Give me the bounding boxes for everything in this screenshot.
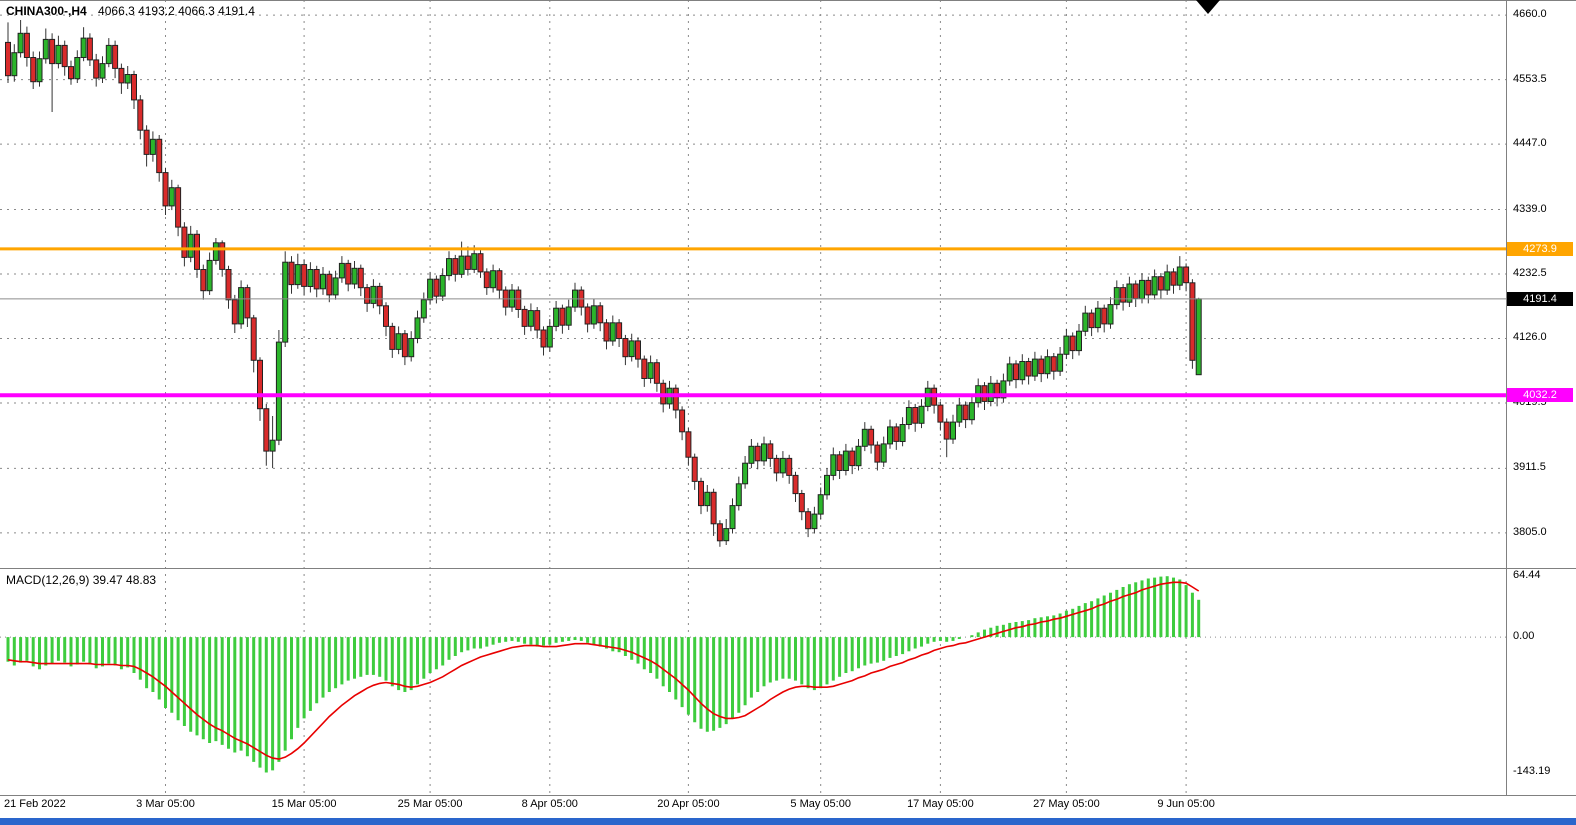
time-axis-label: 5 May 05:00 [790,798,851,810]
macd-signal-line [7,581,1200,760]
chart-header: CHINA300-,H4 4066.3 4193.2 4066.3 4191.4 [6,4,255,18]
mouse-cursor [1196,0,1220,14]
time-axis-label: 8 Apr 05:00 [521,798,578,810]
price-tag: 4191.4 [1507,291,1573,306]
price-axis-label: 4660.0 [1513,8,1547,21]
time-axis-label: 21 Feb 2022 [4,798,66,810]
macd-axis-label: 64.44 [1513,569,1541,582]
price-axis-label: 4339.0 [1513,202,1547,215]
time-axis-label: 25 Mar 05:00 [397,798,463,810]
grid-layer [0,0,1506,795]
taskbar-strip [0,818,1576,825]
symbol-timeframe: CHINA300-,H4 [6,4,87,18]
price-axis-label: 3911.5 [1513,461,1546,474]
price-axis-label: 4232.5 [1513,267,1547,279]
macd-axis-label: -143.19 [1513,765,1551,778]
ohlc-readout: 4066.3 4193.2 4066.3 4191.4 [98,4,255,18]
price-tag: 4032.2 [1507,388,1573,403]
time-axis: 21 Feb 2022 3 Mar 05:00 15 Mar 05:00 25 Mar… [0,798,1506,816]
price-axis-label: 4126.0 [1513,331,1547,344]
right-axis: 4660.04553.54447.04339.04232.54126.04019… [1506,0,1576,796]
time-axis-label: 9 Jun 05:00 [1157,798,1215,810]
time-axis-label: 15 Mar 05:00 [271,798,337,810]
macd-histogram [6,576,1201,773]
time-axis-label: 20 Apr 05:00 [657,798,720,810]
indicator-label: MACD(12,26,9) 39.47 48.83 [6,573,157,587]
time-axis-label: 3 Mar 05:00 [136,798,195,810]
time-axis-label: 17 May 05:00 [907,798,974,810]
macd-axis-label: 0.00 [1513,630,1535,643]
price-tag: 4273.9 [1507,241,1573,256]
candle-wicks-layer [7,20,1200,547]
time-axis-label: 27 May 05:00 [1033,798,1100,810]
price-axis-label: 3805.0 [1513,525,1547,538]
price-axis-label: 4447.0 [1513,137,1547,150]
price-axis-label: 4553.5 [1513,72,1547,85]
candle-bodies-layer [5,32,1202,542]
